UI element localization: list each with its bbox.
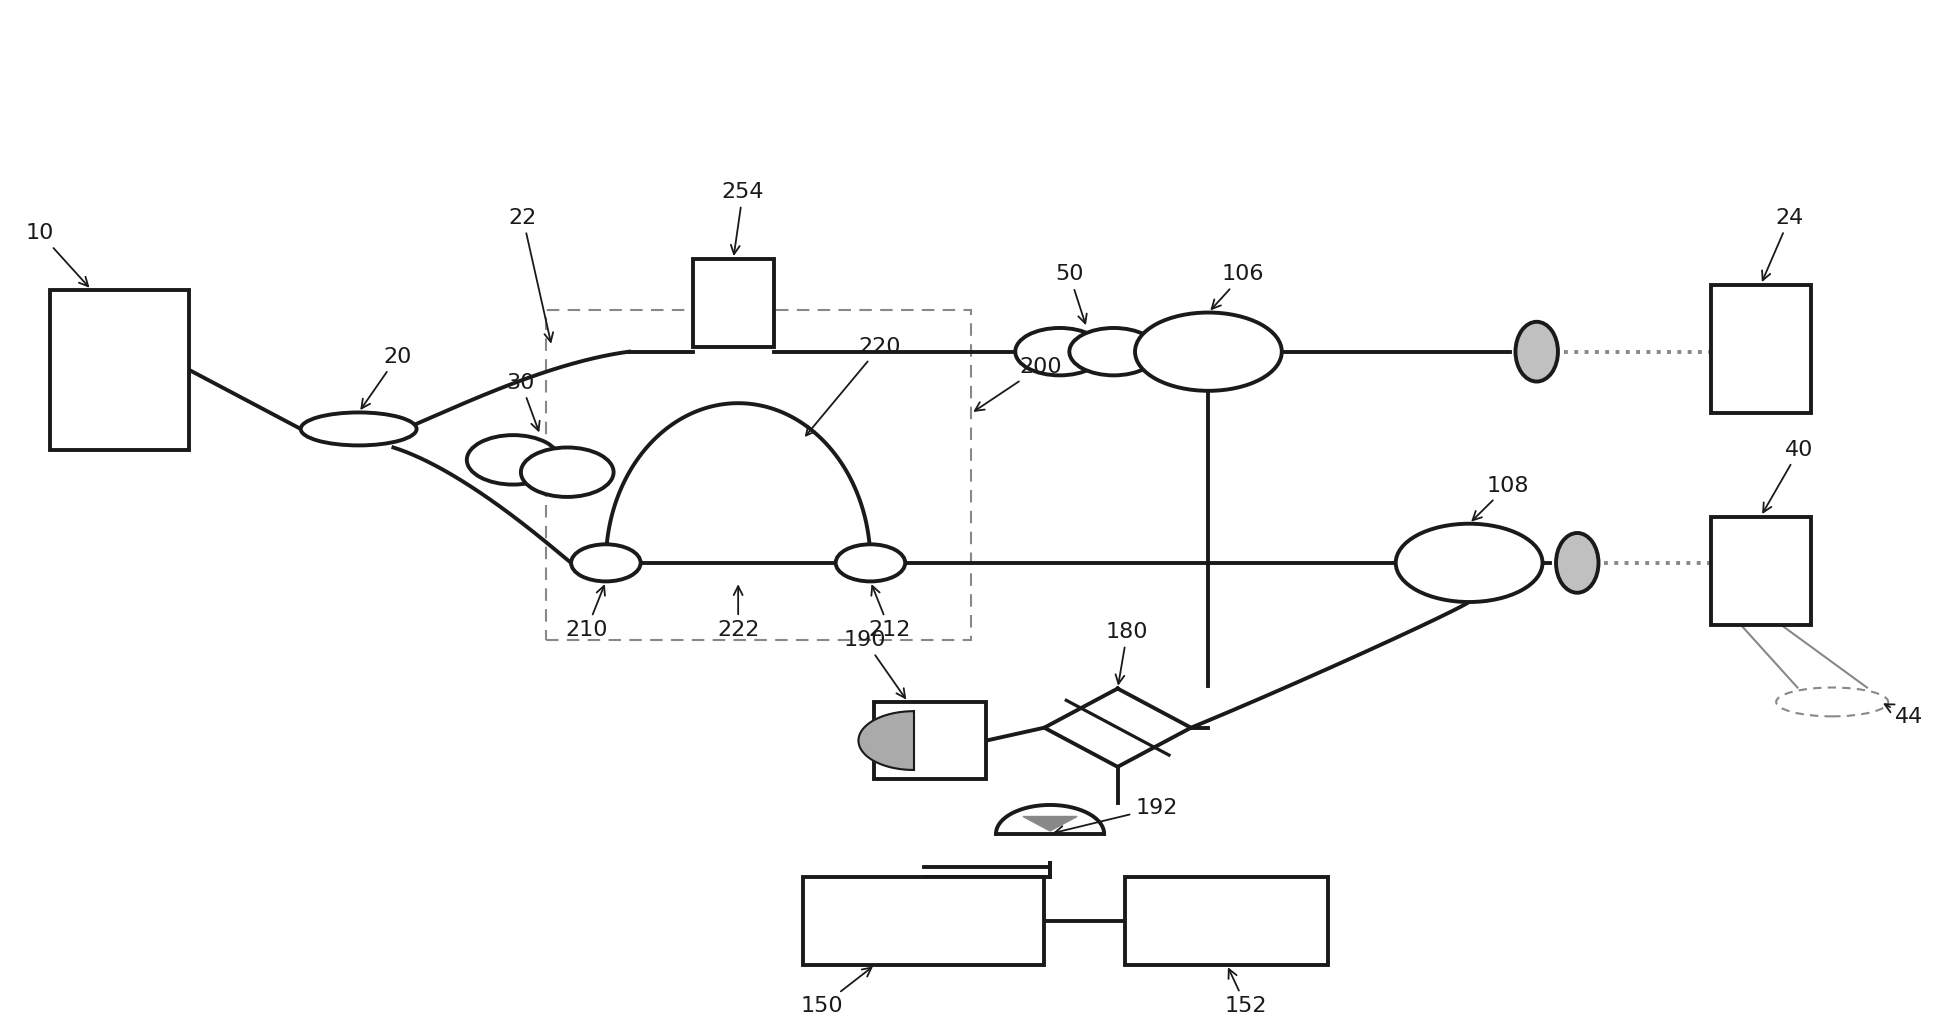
Circle shape: [571, 544, 640, 582]
Text: 24: 24: [1762, 208, 1804, 280]
Text: 152: 152: [1224, 969, 1267, 1015]
Ellipse shape: [300, 412, 416, 445]
Polygon shape: [1023, 816, 1077, 831]
Text: 222: 222: [718, 586, 760, 639]
Text: 254: 254: [721, 182, 764, 254]
Polygon shape: [859, 711, 913, 770]
Bar: [50, 290, 190, 449]
Bar: [1710, 285, 1810, 413]
Circle shape: [1396, 524, 1543, 602]
Bar: [545, 311, 971, 640]
Text: 44: 44: [1886, 705, 1924, 727]
Text: 108: 108: [1472, 475, 1530, 521]
Text: 180: 180: [1106, 622, 1149, 684]
Text: 40: 40: [1764, 439, 1814, 512]
Text: 200: 200: [975, 357, 1062, 411]
Text: 150: 150: [801, 968, 872, 1015]
Text: 10: 10: [25, 223, 89, 286]
Bar: [1710, 516, 1810, 625]
Circle shape: [835, 544, 905, 582]
Bar: [1126, 877, 1329, 965]
Polygon shape: [996, 805, 1104, 834]
Circle shape: [520, 447, 613, 497]
Ellipse shape: [1557, 533, 1599, 593]
Text: 192: 192: [1054, 799, 1178, 835]
Text: 220: 220: [806, 337, 901, 436]
Bar: [803, 877, 1044, 965]
Circle shape: [1015, 327, 1104, 375]
Text: 50: 50: [1056, 264, 1087, 323]
Circle shape: [1135, 313, 1282, 390]
Circle shape: [466, 435, 559, 484]
Text: 20: 20: [362, 347, 412, 408]
Text: 210: 210: [565, 586, 607, 639]
Text: 22: 22: [509, 208, 553, 342]
Bar: [692, 259, 774, 346]
Ellipse shape: [1516, 322, 1559, 381]
Polygon shape: [1044, 689, 1191, 766]
Bar: [874, 702, 986, 779]
Text: 190: 190: [843, 630, 905, 698]
Circle shape: [1070, 327, 1158, 375]
Text: 212: 212: [868, 586, 911, 639]
Text: 30: 30: [507, 373, 540, 431]
Text: 106: 106: [1211, 264, 1265, 309]
